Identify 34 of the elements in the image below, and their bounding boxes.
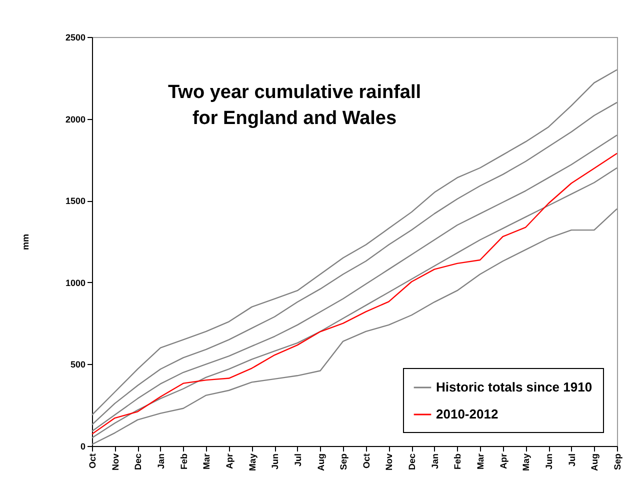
x-tick-label: Jan <box>156 454 166 470</box>
x-tick-label: Nov <box>384 454 394 471</box>
x-tick-label: Jun <box>544 454 554 470</box>
y-tick-label: 2500 <box>65 32 86 42</box>
x-tick-label: Mar <box>476 453 486 470</box>
x-tick-label: Nov <box>110 454 120 471</box>
x-tick-label: Jun <box>270 454 280 470</box>
x-tick-label: Aug <box>316 454 326 471</box>
y-tick-label: 0 <box>80 442 86 452</box>
legend-label: Historic totals since 1910 <box>436 380 592 394</box>
x-tick-label: Sep <box>612 453 622 470</box>
y-tick-label: 1000 <box>65 278 86 288</box>
x-tick-label: May <box>247 454 258 472</box>
y-axis-title: mm <box>20 234 30 250</box>
x-tick-label: Jul <box>566 454 577 467</box>
x-tick-label: Apr <box>498 453 508 469</box>
x-tick-label: Mar <box>202 453 212 470</box>
x-tick-label: Dec <box>133 454 144 470</box>
x-tick-label: Dec <box>407 454 418 470</box>
legend-label: 2010-2012 <box>436 406 498 422</box>
x-tick-label: Oct <box>361 454 372 469</box>
x-tick-label: Feb <box>178 453 189 470</box>
x-tick-label: May <box>521 454 532 472</box>
x-tick-label: Oct <box>88 454 98 469</box>
y-tick-label: 500 <box>70 360 86 370</box>
x-tick-label: Sep <box>338 453 349 470</box>
text: Two year cumulative rainfall for England and Wales <box>168 82 422 129</box>
y-tick-label: 2000 <box>65 114 86 124</box>
x-tick-label: Aug <box>590 454 600 471</box>
x-tick-label: Jul <box>292 454 303 467</box>
x-tick-label: Feb <box>452 453 463 470</box>
y-tick-label: 1500 <box>65 196 86 206</box>
x-tick-label: Jan <box>430 454 440 470</box>
x-tick-label: Apr <box>224 453 234 469</box>
